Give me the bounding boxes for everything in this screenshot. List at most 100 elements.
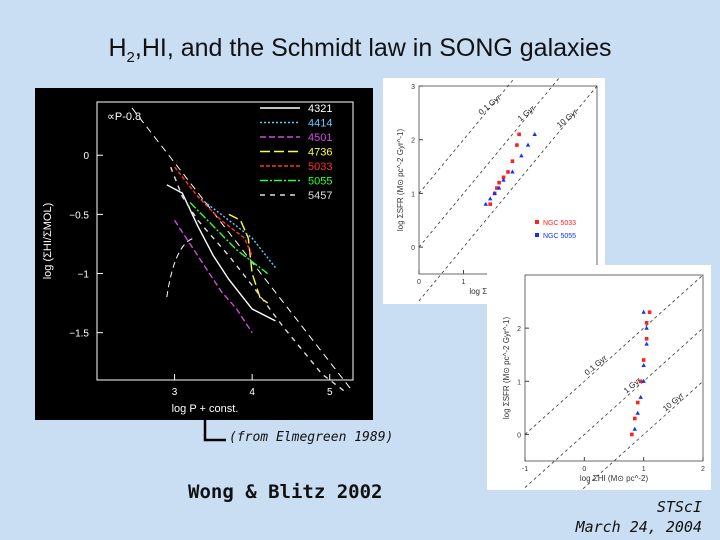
- y-tick-label: −1: [78, 270, 90, 281]
- x-tick-label: -1: [522, 466, 528, 473]
- reference-line: [524, 327, 704, 488]
- reference-line: [525, 380, 704, 540]
- y-axis-label: log ΣSFR (M⊙ pc^-2 Gyr^-1): [502, 317, 511, 420]
- y-tick-label: −1.5: [69, 329, 89, 340]
- legend-label-4321: 4321: [308, 103, 332, 115]
- data-point-NGC-5033: [506, 170, 510, 174]
- legend-marker-NGC-5055: [535, 233, 539, 237]
- y-axis-label: log (ΣHI/ΣMOL): [42, 203, 54, 280]
- data-point-NGC-5055: [644, 341, 649, 346]
- data-point-NGC-5033: [515, 143, 519, 147]
- legend-label-NGC-5033: NGC 5033: [543, 220, 576, 227]
- series-line-4321: [166, 184, 276, 322]
- plot-frame: [524, 274, 704, 462]
- source-note: (from Elmegreen 1989): [229, 430, 394, 445]
- series-line-4501: [173, 219, 253, 334]
- series-line-5033: [174, 166, 253, 257]
- data-point-NGC-5033: [632, 416, 637, 421]
- series-line-5055: [189, 202, 269, 275]
- data-point-NGC-5055: [492, 191, 497, 196]
- data-point-NGC-5055: [496, 185, 502, 190]
- data-point-NGC-5033: [638, 379, 643, 384]
- data-point-NGC-5033: [497, 180, 501, 185]
- authors: Wong & Blitz 2002: [188, 481, 383, 503]
- title-subscript: 2: [126, 49, 135, 66]
- legend-label-4414: 4414: [308, 118, 332, 130]
- elmegreen-chart: 3 4 5 0 −0.5 −1 −1.5 log P + const. log (ΣHI/ΣMO…: [42, 101, 354, 415]
- x-tick-label: 0: [582, 466, 586, 473]
- legend-label-4736: 4736: [308, 147, 332, 159]
- reference-line: [524, 274, 704, 435]
- x-tick-label: 3: [172, 387, 178, 398]
- x-tick-label: 2: [701, 466, 705, 473]
- guide-curve: [166, 237, 195, 298]
- institution: STScI: [656, 498, 702, 516]
- x-tick-label: 1: [462, 279, 466, 286]
- y-tick-label: 0: [411, 245, 415, 252]
- series-line-5457: [170, 166, 346, 393]
- reference-line: [418, 85, 598, 302]
- x-axis-label: log P + const.: [172, 403, 239, 415]
- x-tick-label: 5: [327, 387, 333, 398]
- slide-title: H2,HI, and the Schmidt law in SONG galax…: [0, 34, 720, 66]
- data-point-NGC-5055: [525, 142, 531, 147]
- y-tick-label: 0: [517, 432, 521, 439]
- elmegreen-plot: 3 4 5 0 −0.5 −1 −1.5 log P + const. log (ΣHI/ΣMO…: [35, 88, 373, 420]
- x-tick-label: 0: [417, 279, 421, 286]
- data-point-NGC-5055: [635, 410, 640, 415]
- y-tick-label: 2: [411, 138, 415, 145]
- data-point-NGC-5033: [495, 186, 499, 190]
- data-point-NGC-5033: [647, 310, 652, 314]
- footer: STScI March 24, 2004: [576, 497, 702, 537]
- data-point-NGC-5055: [641, 309, 646, 314]
- data-point-NGC-5055: [638, 394, 643, 399]
- series-line-4736: [228, 213, 269, 304]
- data-point-NGC-5055: [632, 426, 637, 431]
- data-point-NGC-5055: [501, 177, 506, 182]
- date: March 24, 2004: [575, 518, 702, 536]
- legend-label-4501: 4501: [308, 132, 332, 144]
- sfr-vs-hi-plot: -1 0 1 2 0 1 2 log ΣHI (M⊙ pc^-2) log ΣSFR (M⊙ p…: [487, 265, 711, 540]
- data-point-NGC-5055: [641, 362, 646, 367]
- x-axis-label: log ΣHI (M⊙ pc^-2): [580, 474, 649, 483]
- legend-label-5033: 5033: [308, 161, 332, 173]
- legend-label-5055: 5055: [308, 176, 332, 188]
- x-tick-label: 4: [249, 387, 255, 398]
- title-rest: ,HI, and the Schmidt law in SONG galaxie…: [134, 34, 612, 62]
- arrow-line: [203, 418, 226, 442]
- title-h: H: [108, 34, 127, 62]
- data-point-NGC-5055: [483, 201, 488, 206]
- data-point-NGC-5055: [644, 325, 649, 330]
- y-tick-label: 1: [517, 379, 521, 386]
- data-point-NGC-5055: [532, 131, 537, 136]
- plot-frame: [96, 101, 354, 381]
- y-tick-label: 2: [517, 326, 521, 333]
- data-point-NGC-5033: [641, 358, 646, 362]
- data-point-NGC-5033: [517, 132, 521, 137]
- legend-label-NGC-5055: NGC 5055: [543, 233, 576, 240]
- legend-label-5457: 5457: [308, 190, 332, 202]
- data-point-NGC-5055: [641, 378, 646, 383]
- y-tick-label: −0.5: [69, 210, 89, 221]
- legend-marker-NGC-5033: [535, 220, 539, 224]
- reference-line: [418, 32, 598, 248]
- y-axis-label: log ΣSFR (M⊙ pc^-2 Gyr^-1): [396, 129, 405, 232]
- data-point-NGC-5033: [644, 321, 649, 325]
- y-tick-label: 1: [411, 191, 415, 198]
- data-point-NGC-5033: [488, 202, 492, 206]
- data-point-NGC-5033: [510, 159, 515, 163]
- sfr-vs-hi-chart: -1 0 1 2 0 1 2 log ΣHI (M⊙ pc^-2) log ΣSFR (M⊙ p…: [502, 274, 705, 540]
- data-point-NGC-5033: [630, 432, 634, 437]
- data-point-NGC-5033: [644, 336, 649, 341]
- data-point-NGC-5055: [510, 169, 515, 174]
- x-tick-label: 1: [642, 466, 646, 473]
- series-line-4414: [197, 196, 276, 269]
- power-law-annotation: ∝P-0.8: [107, 111, 141, 123]
- data-point-NGC-5033: [635, 400, 640, 405]
- data-point-NGC-5055: [488, 196, 493, 201]
- reference-line: [418, 0, 580, 194]
- data-point-NGC-5033: [501, 175, 506, 180]
- data-point-NGC-5055: [519, 153, 524, 158]
- y-tick-label: 0: [83, 151, 89, 162]
